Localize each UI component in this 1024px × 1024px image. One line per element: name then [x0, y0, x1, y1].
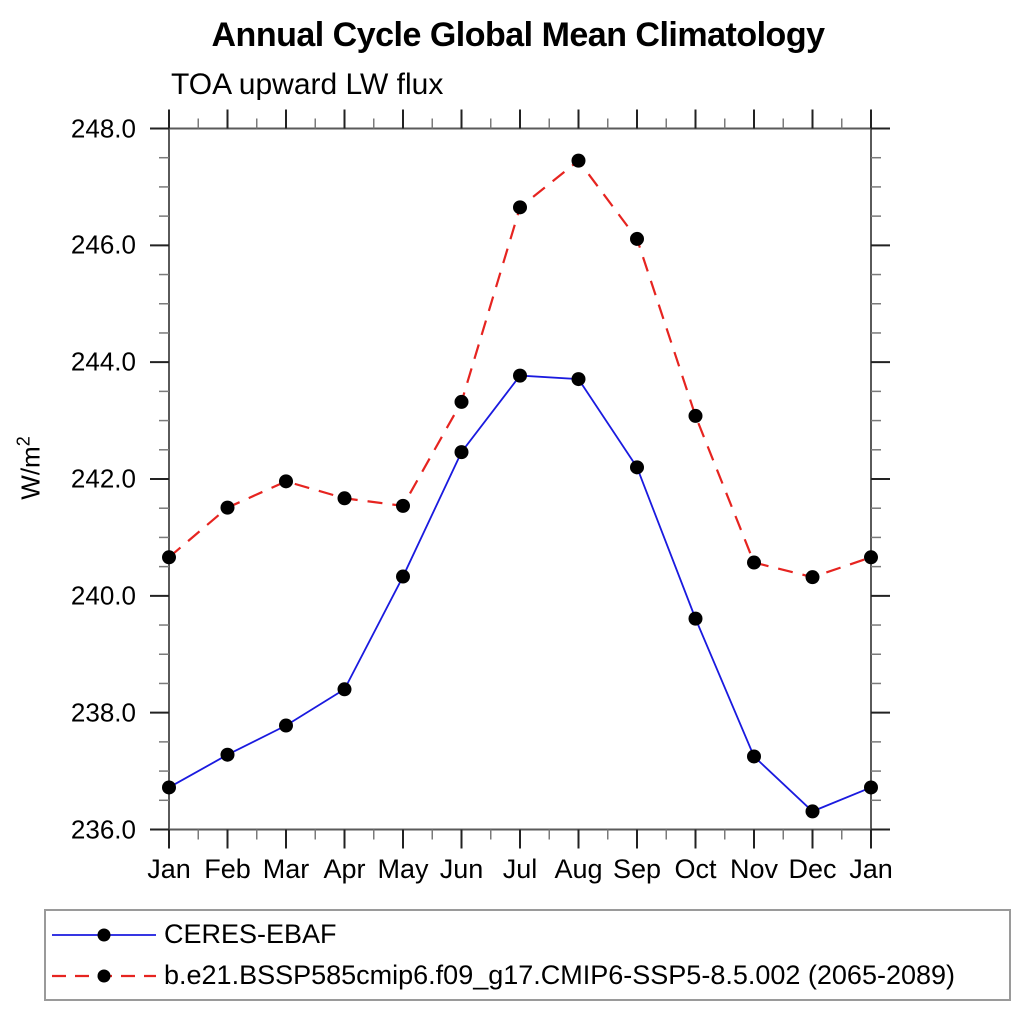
legend-label-model: b.e21.BSSP585cmip6.f09_g17.CMIP6-SSP5-8.… — [164, 960, 956, 990]
y-tick-label: 240.0 — [70, 580, 136, 611]
data-point-marker — [747, 555, 761, 570]
x-tick-label: Mar — [262, 854, 310, 884]
x-tick-label: Dec — [788, 854, 837, 884]
data-point-marker — [688, 408, 703, 423]
data-point-marker — [162, 550, 176, 565]
data-point-marker — [337, 491, 352, 506]
data-point-marker — [162, 780, 176, 795]
data-point-marker — [571, 372, 586, 387]
y-tick-label: 244.0 — [70, 346, 136, 377]
legend-box: CERES-EBAF b.e21.BSSP585cmip6.f09_g17.CM… — [44, 909, 1011, 1001]
y-major-ticks — [150, 127, 890, 831]
series-ceres-ebaf-markers — [162, 368, 878, 819]
series-model-markers — [162, 153, 878, 585]
x-tick-label: Jan — [147, 854, 191, 884]
data-point-marker — [279, 474, 293, 489]
data-point-marker — [805, 570, 820, 585]
data-point-marker — [454, 394, 469, 409]
x-tick-label: Nov — [729, 854, 779, 884]
data-point-marker — [688, 611, 703, 626]
x-tick-label: Jul — [502, 854, 538, 884]
data-point-marker — [396, 569, 410, 584]
x-tick-label: Jun — [439, 854, 484, 884]
data-point-marker — [571, 153, 586, 168]
x-tick-label: Oct — [674, 854, 717, 884]
y-tick-label: 242.0 — [70, 463, 136, 494]
data-point-marker — [747, 749, 761, 764]
y-minor-ticks — [159, 156, 881, 802]
legend-marker-dot — [97, 969, 111, 982]
x-major-ticks — [168, 109, 872, 849]
x-tick-label: Sep — [612, 854, 662, 884]
data-point-marker — [337, 682, 352, 697]
data-point-marker — [864, 550, 878, 565]
data-point-marker — [630, 231, 644, 246]
x-tick-label: May — [377, 854, 429, 884]
data-point-marker — [513, 368, 527, 383]
legend-line-sample-dashed — [52, 969, 156, 982]
y-tick-label: 248.0 — [70, 113, 136, 143]
data-point-marker — [805, 804, 820, 819]
chart-subtitle: TOA upward LW flux — [171, 68, 444, 101]
data-point-marker — [454, 445, 469, 460]
data-point-marker — [220, 747, 235, 762]
legend-label-ceres-ebaf: CERES-EBAF — [164, 919, 337, 949]
x-tick-label: Apr — [323, 854, 366, 884]
x-tick-label: Aug — [554, 854, 603, 884]
legend-marker-dot — [97, 928, 111, 941]
y-tick-label: 238.0 — [70, 697, 136, 728]
data-point-marker — [630, 460, 644, 475]
chart-title: Annual Cycle Global Mean Climatology — [211, 16, 826, 54]
legend-item-ceres-ebaf: CERES-EBAF — [46, 915, 1009, 955]
legend-item-model: b.e21.BSSP585cmip6.f09_g17.CMIP6-SSP5-8.… — [46, 956, 1009, 996]
data-point-marker — [864, 780, 878, 795]
data-point-marker — [396, 498, 410, 513]
plot-frame — [168, 127, 872, 831]
data-point-marker — [220, 500, 235, 515]
series-ceres-ebaf-line — [168, 374, 872, 813]
data-point-marker — [513, 200, 527, 215]
x-tick-label: Jan — [849, 854, 893, 884]
y-tick-label: 246.0 — [70, 229, 136, 260]
x-tick-label: Feb — [204, 854, 251, 884]
legend-line-sample-solid — [52, 928, 156, 941]
y-tick-label: 236.0 — [70, 814, 136, 844]
data-point-marker — [279, 718, 293, 733]
x-minor-ticks — [197, 118, 843, 840]
